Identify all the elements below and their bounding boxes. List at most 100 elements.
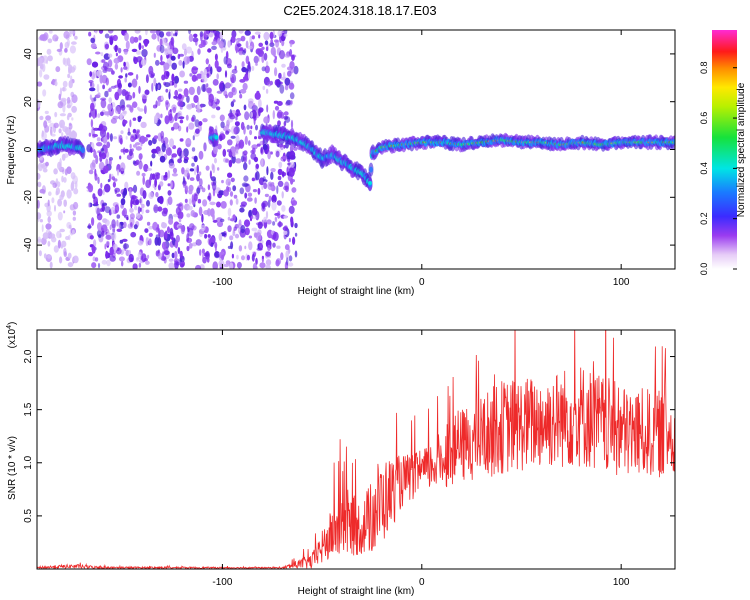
noise-blob [258,98,262,109]
noise-blob [165,31,172,37]
noise-blob [94,108,97,118]
spectrogram-ytick-label: -20 [23,190,34,205]
noise-blob [136,170,141,176]
noise-blob [154,115,158,124]
noise-blob [270,46,276,56]
noise-blob [198,206,203,216]
noise-blob [136,56,143,63]
noise-blob [203,142,207,152]
noise-blob [188,198,192,205]
noise-blob [138,85,141,94]
noise-blob [231,253,234,259]
noise-blob [93,97,97,102]
noise-blob [123,49,128,55]
noise-blob [68,234,71,241]
noise-blob [243,175,249,182]
noise-blob [110,206,116,215]
noise-blob [41,224,44,233]
noise-blob [203,30,210,38]
snr-ylabel: SNR (10 * v/v) [7,436,18,500]
noise-blob [255,171,260,181]
noise-blob [160,135,164,144]
noise-blob [118,134,123,144]
noise-blob [159,155,166,163]
noise-blob [177,247,181,254]
noise-blob [174,114,178,122]
noise-blob [111,70,115,75]
spectrogram-x-ticks: -100 0 100 [212,30,630,288]
noise-blob [154,236,159,246]
snr-ytick-label: 0.5 [23,509,34,523]
noise-blob [250,152,257,160]
noise-blob [91,71,95,80]
noise-blob [283,111,289,116]
noise-blob [243,162,248,171]
noise-blob [71,105,77,113]
noise-blob [269,31,274,40]
noise-blob [241,66,247,73]
noise-blob [126,216,129,221]
noise-blob [214,241,218,249]
noise-blob [223,189,229,197]
noise-blob [54,204,56,212]
noise-blob [129,213,135,220]
noise-blob [188,86,195,96]
noise-blob [155,59,160,66]
noise-blob [274,105,280,111]
noise-blob [146,237,150,241]
noise-blob [294,222,298,229]
noise-blob [45,115,51,121]
noise-blob [254,31,261,35]
noise-blob [178,225,184,229]
noise-blob [157,84,160,90]
noise-blob [275,150,280,158]
noise-blob [227,172,233,178]
noise-blob [231,68,238,74]
noise-blob [238,245,243,252]
noise-blob [179,138,184,142]
noise-blob [275,259,280,267]
noise-blob [189,168,195,172]
noise-blob [150,160,153,167]
noise-blob [44,110,49,115]
noise-blob [276,185,279,195]
noise-blob [40,164,46,168]
noise-blob [159,38,163,47]
noise-blob [281,156,288,160]
noise-blob [109,255,116,262]
noise-blob [253,55,259,64]
noise-blob [235,158,242,164]
colorbar: 0.0 0.2 0.4 0.6 0.8 Normalized spectral ampl… [699,30,747,275]
noise-blob [72,175,78,185]
noise-blob [141,172,146,177]
noise-blob [70,75,73,82]
noise-blob [262,143,268,151]
noise-blob [51,133,56,137]
noise-blob [125,73,128,78]
noise-blob [141,253,147,263]
noise-blob [261,205,266,212]
noise-blob [289,49,293,57]
noise-blob [64,168,68,176]
noise-blob [204,83,208,89]
noise-blob [167,190,172,196]
noise-blob [168,57,172,67]
chart-title: C2E5.2024.318.18.17.E03 [283,3,436,18]
noise-blob [144,39,148,47]
noise-blob [116,193,121,197]
noise-blob [218,232,223,242]
noise-blob [104,90,109,98]
noise-blob [264,40,269,46]
noise-blob [129,105,134,113]
noise-blob [294,232,298,237]
noise-blob [186,103,193,110]
noise-blob [120,162,126,172]
noise-blob [191,147,196,152]
noise-blob [110,85,116,89]
noise-blob [153,52,156,58]
noise-blob [251,215,254,219]
noise-blob [174,240,179,249]
noise-blob [96,207,101,216]
noise-blob [274,67,278,77]
noise-blob [37,59,43,66]
